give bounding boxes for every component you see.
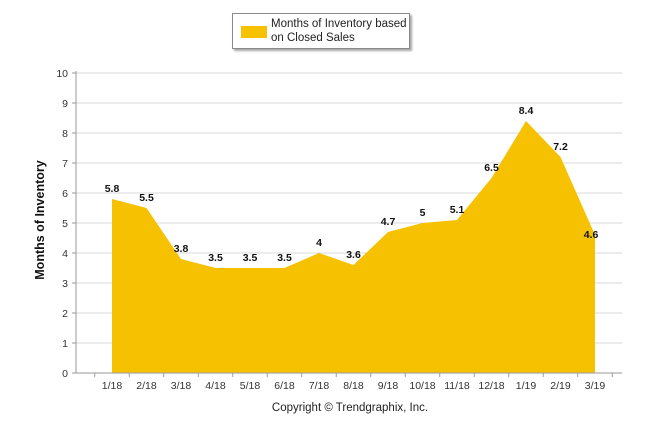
data-label-13: 7.2	[553, 141, 568, 153]
legend: Months of Inventory based on Closed Sale…	[232, 13, 410, 49]
data-label-1: 5.5	[139, 192, 154, 204]
y-tick-label-4: 4	[62, 248, 68, 260]
x-tick-label-2: 3/18	[171, 380, 192, 392]
y-tick-label-3: 3	[62, 278, 68, 290]
data-label-9: 5	[420, 207, 426, 219]
y-tick-label-8: 8	[62, 128, 68, 140]
x-tick-label-10: 11/18	[444, 380, 470, 392]
x-tick-label-11: 12/18	[478, 380, 504, 392]
data-label-7: 3.6	[346, 249, 361, 261]
data-label-14: 4.6	[584, 229, 599, 241]
x-tick-label-1: 2/18	[136, 380, 157, 392]
y-axis-title: Months of Inventory	[33, 160, 47, 280]
legend-swatch	[241, 26, 267, 38]
x-tick-label-14: 3/19	[585, 380, 606, 392]
area-series	[112, 121, 595, 373]
data-labels: 5.8 5.5 3.8 3.5 3.5 3.5 4 3.6 4.7 5 5.1 6.5 8.4 7.2 4.…	[105, 105, 599, 264]
data-label-4: 3.5	[243, 252, 258, 264]
data-label-12: 8.4	[519, 105, 534, 117]
x-tick-labels: 1/18 2/18 3/18 4/18 5/18 6/18 7/18 8/18 9/18 10/1…	[102, 380, 606, 392]
data-label-0: 5.8	[105, 183, 120, 195]
x-tick-label-0: 1/18	[102, 380, 123, 392]
data-label-10: 5.1	[450, 204, 465, 216]
x-tick-label-5: 6/18	[274, 380, 295, 392]
x-tick-label-13: 2/19	[550, 380, 571, 392]
data-label-6: 4	[316, 237, 322, 249]
x-tick-label-3: 4/18	[205, 380, 226, 392]
x-tick-label-9: 10/18	[409, 380, 435, 392]
x-tick-label-8: 9/18	[378, 380, 399, 392]
x-tick-label-12: 1/19	[516, 380, 537, 392]
data-label-5: 3.5	[277, 252, 292, 264]
y-tick-label-9: 9	[62, 98, 68, 110]
x-tick-label-7: 8/18	[343, 380, 364, 392]
x-tick-label-6: 7/18	[309, 380, 330, 392]
y-tick-labels: 0 1 2 3 4 5 6 7 8 9 10	[56, 68, 68, 380]
y-tick-label-6: 6	[62, 188, 68, 200]
data-label-8: 4.7	[381, 216, 396, 228]
area-fill	[112, 121, 595, 373]
y-tick-label-1: 1	[62, 338, 68, 350]
axes	[72, 71, 622, 377]
copyright-text: Copyright © Trendgraphix, Inc.	[271, 402, 429, 414]
y-tick-label-10: 10	[56, 68, 68, 80]
legend-label: Months of Inventory based on Closed Sale…	[271, 18, 407, 44]
x-tick-label-4: 5/18	[240, 380, 261, 392]
y-axis-title-wrap: Months of Inventory	[30, 70, 50, 370]
y-tick-label-7: 7	[62, 158, 68, 170]
data-label-3: 3.5	[208, 252, 223, 264]
y-tick-label-5: 5	[62, 218, 68, 230]
y-tick-label-2: 2	[62, 308, 68, 320]
data-label-2: 3.8	[174, 243, 189, 255]
y-tick-label-0: 0	[62, 368, 68, 380]
data-label-11: 6.5	[484, 162, 499, 174]
